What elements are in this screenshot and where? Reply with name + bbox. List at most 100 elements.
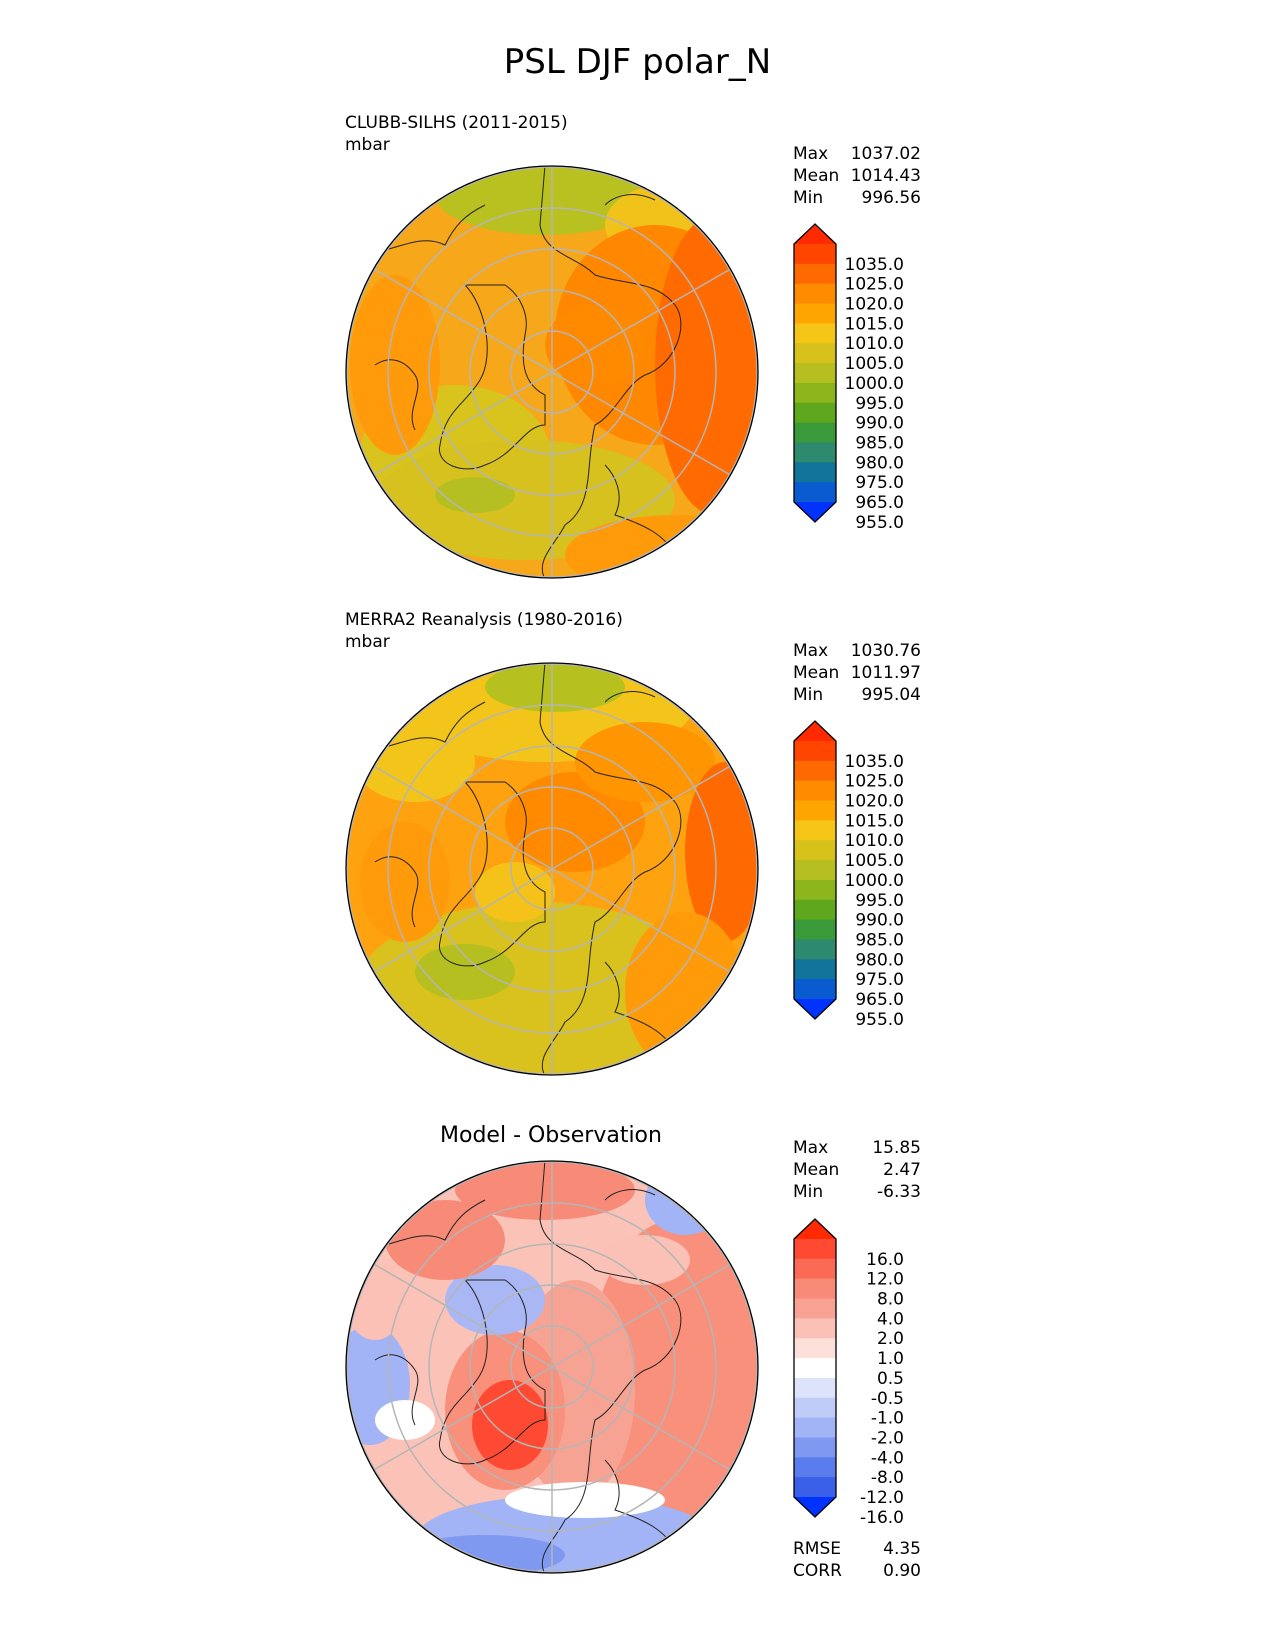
colorbar-outline — [793, 223, 837, 523]
colorbar-tick-label: 1010.0 — [845, 831, 904, 851]
colorbar-swatch — [794, 800, 836, 821]
colorbar-extend-max — [794, 721, 836, 741]
field-region — [445, 1265, 545, 1335]
colorbar-tick-label: -4.0 — [871, 1448, 904, 1468]
colorbar-tick-label: -8.0 — [871, 1468, 904, 1488]
colorbar-swatch — [794, 1437, 836, 1458]
colorbar-tick-label: -1.0 — [871, 1409, 904, 1429]
meridian-line — [551, 371, 735, 478]
stat-value: 0.90 — [883, 1561, 921, 1581]
stat-min: Min 995.04 — [793, 684, 921, 706]
colorbar-swatch — [794, 1477, 836, 1498]
field-region — [360, 822, 450, 942]
field-region — [375, 1400, 435, 1440]
stats-box: Max 1030.76 Mean 1011.97 Min 995.04 — [793, 640, 921, 706]
colorbar-outline — [793, 1218, 837, 1518]
meridian-line — [369, 763, 553, 870]
stat-value: 2.47 — [883, 1160, 921, 1180]
colorbar-tick-label: 975.0 — [855, 473, 904, 493]
colorbar-tick-label: 985.0 — [855, 433, 904, 453]
colorbar-tick-label: 1.0 — [877, 1349, 904, 1369]
stat-max: Max 15.85 — [793, 1137, 921, 1159]
stat-min: Min 996.56 — [793, 187, 921, 209]
stat-label: Max — [793, 144, 829, 164]
coastline — [539, 1161, 682, 1573]
colorbar-tick-label: 965.0 — [855, 493, 904, 513]
stat-value: 1037.02 — [850, 144, 921, 164]
colorbar-swatch — [794, 462, 836, 483]
colorbar-tick-label: 1020.0 — [845, 295, 904, 315]
stat-value: 1014.43 — [850, 166, 921, 186]
colorbar-tick-label: 1000.0 — [845, 374, 904, 394]
stat-label: Max — [793, 641, 829, 661]
colorbar-tick-label: 1015.0 — [845, 314, 904, 334]
colorbar-swatch — [794, 1239, 836, 1260]
figure-title: PSL DJF polar_N — [503, 42, 772, 82]
skill-stats: RMSE 4.35 CORR 0.90 — [793, 1538, 921, 1582]
colorbar-tick-label: 1020.0 — [845, 792, 904, 812]
colorbar-swatch — [794, 422, 836, 443]
colorbar-tick-label: 16.0 — [866, 1250, 904, 1270]
colorbar-swatch — [794, 442, 836, 463]
colorbar-tick-label: 0.5 — [877, 1369, 904, 1389]
meridian-line — [551, 763, 735, 870]
colorbar-swatch — [794, 899, 836, 921]
colorbar-tick-label: 12.0 — [866, 1270, 904, 1290]
stat-label: Min — [793, 188, 824, 208]
colorbar-swatch — [794, 1457, 836, 1478]
colorbar-swatch — [794, 840, 836, 861]
coastline — [539, 663, 682, 1075]
colorbar-swatch — [794, 1417, 836, 1438]
stat-min: Min -6.33 — [793, 1181, 921, 1203]
colorbar: 1035.01025.01020.01015.01010.01005.01000… — [793, 223, 904, 533]
colorbar-extend-min — [794, 999, 836, 1019]
meridian-line — [369, 371, 553, 478]
colorbar-tick-label: 965.0 — [855, 990, 904, 1010]
stat-label: Mean — [793, 166, 840, 186]
colorbar-swatch — [794, 363, 836, 384]
stat-value: 996.56 — [861, 188, 921, 208]
colorbar-swatch — [794, 244, 836, 265]
colorbar-tick-label: 4.0 — [877, 1309, 904, 1329]
polar-map — [345, 165, 759, 579]
field-region — [475, 862, 555, 922]
colorbar-swatch — [794, 1358, 836, 1379]
stat-value: 4.35 — [883, 1539, 921, 1559]
colorbar-tick-label: 990.0 — [855, 911, 904, 931]
meridian-line — [551, 868, 735, 975]
colorbar-swatch — [794, 343, 836, 364]
field-region — [346, 1260, 405, 1340]
stat-mean: Mean 1011.97 — [793, 662, 921, 684]
colorbar-tick-label: 975.0 — [855, 970, 904, 990]
colorbar-tick-label: -0.5 — [871, 1389, 904, 1409]
colorbar-swatch — [794, 959, 836, 980]
stat-value: 1030.76 — [850, 641, 921, 661]
stat-label: Mean — [793, 663, 840, 683]
colorbar-swatch — [794, 1397, 836, 1419]
colorbar-swatch — [794, 382, 836, 404]
colorbar-swatch — [794, 979, 836, 1000]
colorbar-swatch — [794, 939, 836, 960]
stat-label: CORR — [793, 1561, 842, 1581]
field-region — [485, 663, 625, 712]
colorbar-swatch — [794, 860, 836, 881]
colorbar-swatch — [794, 402, 836, 424]
colorbar-tick-label: 2.0 — [877, 1329, 904, 1349]
colorbar-swatch — [794, 303, 836, 324]
coastline — [604, 194, 676, 556]
colorbar-swatch — [794, 1318, 836, 1339]
stat-value: 1011.97 — [850, 663, 921, 683]
coastline — [539, 166, 682, 578]
field-region — [505, 1482, 665, 1518]
colorbar-swatch — [794, 283, 836, 305]
meridian-line — [369, 266, 553, 373]
colorbar-tick-label: 1000.0 — [845, 871, 904, 891]
panel-units: mbar — [345, 632, 390, 652]
stat-mean: Mean 2.47 — [793, 1159, 921, 1181]
graticule — [346, 663, 758, 1075]
colorbar-tick-label: -16.0 — [860, 1508, 904, 1528]
colorbar-tick-label: 8.0 — [877, 1290, 904, 1310]
field-region — [350, 275, 440, 455]
colorbar-tick-label: 980.0 — [855, 950, 904, 970]
polar-map — [345, 662, 759, 1076]
